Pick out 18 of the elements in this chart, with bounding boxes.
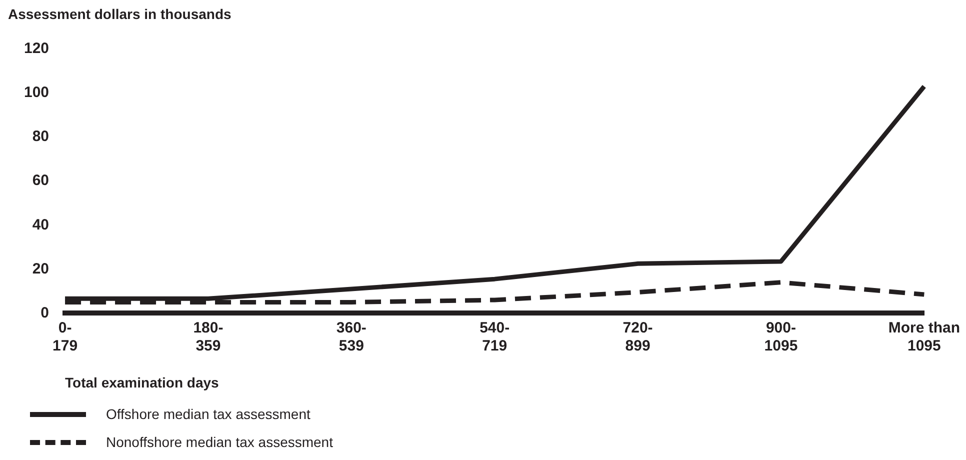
y-axis-title: Assessment dollars in thousands (8, 6, 232, 22)
y-tick-label: 20 (32, 260, 50, 278)
x-tick-label: 360- 539 (336, 319, 366, 354)
x-tick-label: 180- 359 (193, 319, 224, 354)
y-tick-label: 120 (24, 40, 50, 58)
y-tick-label: 80 (32, 128, 50, 146)
y-tick-label: 100 (24, 84, 50, 102)
x-tick-label: 900- 1095 (764, 319, 798, 354)
x-tick-label: 540- 719 (480, 319, 510, 354)
x-axis-title: Total examination days (65, 374, 220, 390)
x-tick-label: 720- 899 (622, 319, 653, 354)
legend-label: Offshore median tax assessment (106, 406, 310, 422)
y-tick-label: 40 (32, 216, 50, 234)
legend-label: Nonoffshore median tax assessment (106, 434, 333, 450)
x-tick-label: More than 1095 (888, 319, 960, 354)
x-tick-label: 0- 179 (52, 319, 78, 354)
y-tick-label: 60 (32, 172, 50, 190)
y-tick-label: 0 (40, 304, 50, 322)
